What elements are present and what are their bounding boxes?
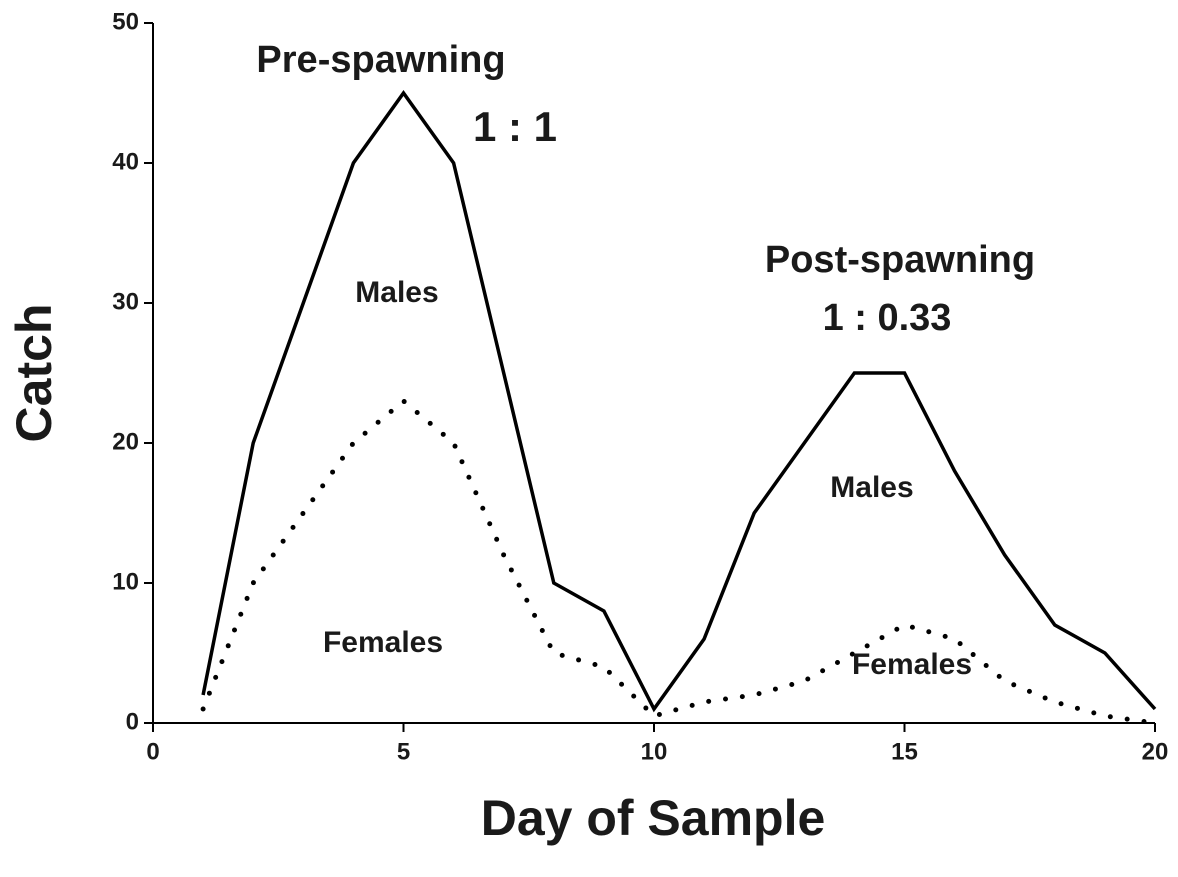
y-axis-label: Catch [6,304,62,443]
x-tick-label: 0 [146,738,159,765]
x-tick-label: 20 [1142,738,1169,765]
x-tick-label: 15 [891,738,918,765]
y-tick-label: 10 [112,568,139,595]
annotation: Females [852,648,972,681]
annotation: Males [830,471,913,504]
y-tick-label: 0 [126,708,139,735]
annotation: 1 : 0.33 [823,297,952,339]
x-tick-label: 5 [397,738,410,765]
y-tick-label: 40 [112,148,139,175]
annotation: Post-spawning [765,239,1035,281]
series-label: Females [323,626,443,659]
y-tick-label: 30 [112,288,139,315]
series-line [201,89,1157,713]
annotation: Pre-spawning [256,39,505,81]
annotation: 1 : 1 [473,103,557,150]
series-label: Males [355,276,438,309]
x-tick-label: 10 [641,738,668,765]
y-tick-label: 20 [112,428,139,455]
y-tick-label: 50 [112,8,139,35]
x-axis-label: Day of Sample [481,790,826,846]
